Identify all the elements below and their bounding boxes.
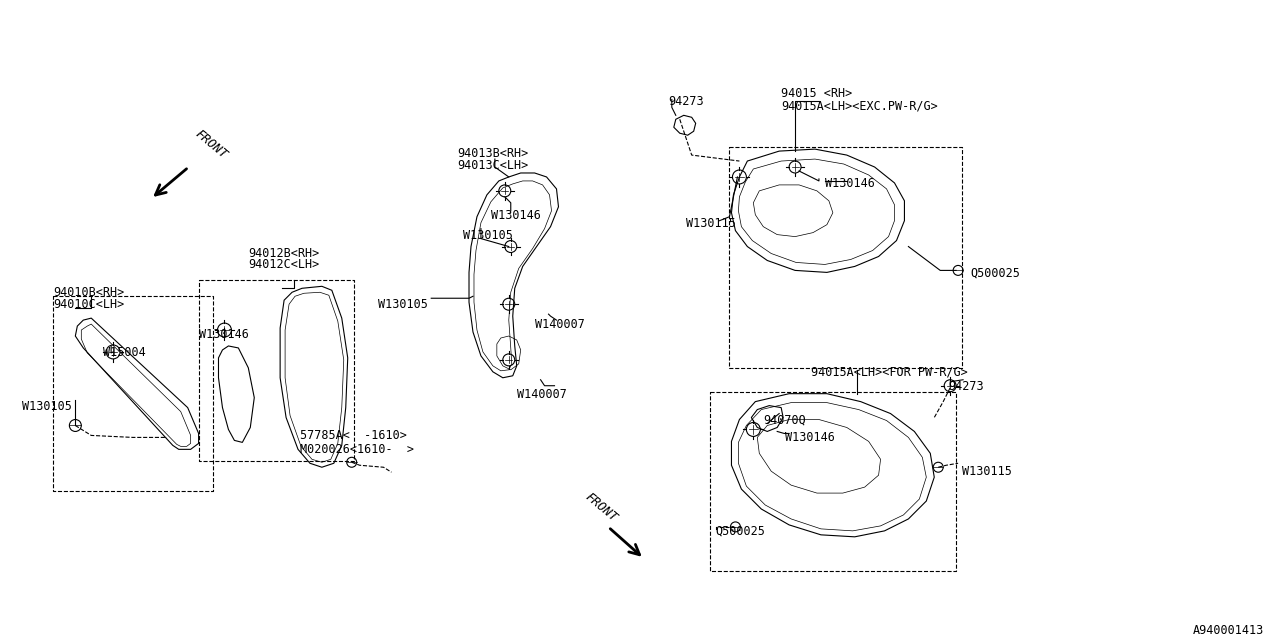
Text: FRONT: FRONT <box>582 491 620 525</box>
Text: 94070Q: 94070Q <box>763 413 806 426</box>
Text: FRONT: FRONT <box>193 127 229 161</box>
Text: W130146: W130146 <box>785 431 835 444</box>
Text: 94015A<LH><EXC.PW-R/G>: 94015A<LH><EXC.PW-R/G> <box>781 99 938 113</box>
Text: A940001413: A940001413 <box>1193 624 1265 637</box>
Text: 94012B<RH>: 94012B<RH> <box>248 246 320 260</box>
Text: 94010B<RH>: 94010B<RH> <box>54 286 124 300</box>
Text: W130115: W130115 <box>963 465 1012 478</box>
Text: W130105: W130105 <box>378 298 428 311</box>
Text: W140007: W140007 <box>535 318 585 331</box>
Text: 57785A<  -1610>: 57785A< -1610> <box>300 429 407 442</box>
Text: W15004: W15004 <box>104 346 146 359</box>
Text: Q500025: Q500025 <box>716 525 765 538</box>
Text: 94012C<LH>: 94012C<LH> <box>248 259 320 271</box>
Text: W130105: W130105 <box>463 228 513 242</box>
Text: M020026<1610-  >: M020026<1610- > <box>300 444 413 456</box>
Text: 94013B<RH>: 94013B<RH> <box>457 147 529 160</box>
Text: W130146: W130146 <box>824 177 874 190</box>
Text: Q500025: Q500025 <box>970 266 1020 280</box>
Text: 94010C<LH>: 94010C<LH> <box>54 298 124 311</box>
Text: 94273: 94273 <box>668 95 704 108</box>
Text: 94013C<LH>: 94013C<LH> <box>457 159 529 172</box>
Text: 94273: 94273 <box>948 380 984 393</box>
Text: W130146: W130146 <box>492 209 540 222</box>
Text: 94015A<LH><FOR PW-R/G>: 94015A<LH><FOR PW-R/G> <box>812 366 968 379</box>
Text: W130146: W130146 <box>198 328 248 341</box>
Text: W130115: W130115 <box>686 217 736 230</box>
Text: W130105: W130105 <box>22 399 72 413</box>
Text: 94015 <RH>: 94015 <RH> <box>781 88 852 100</box>
Text: W140007: W140007 <box>517 388 567 401</box>
